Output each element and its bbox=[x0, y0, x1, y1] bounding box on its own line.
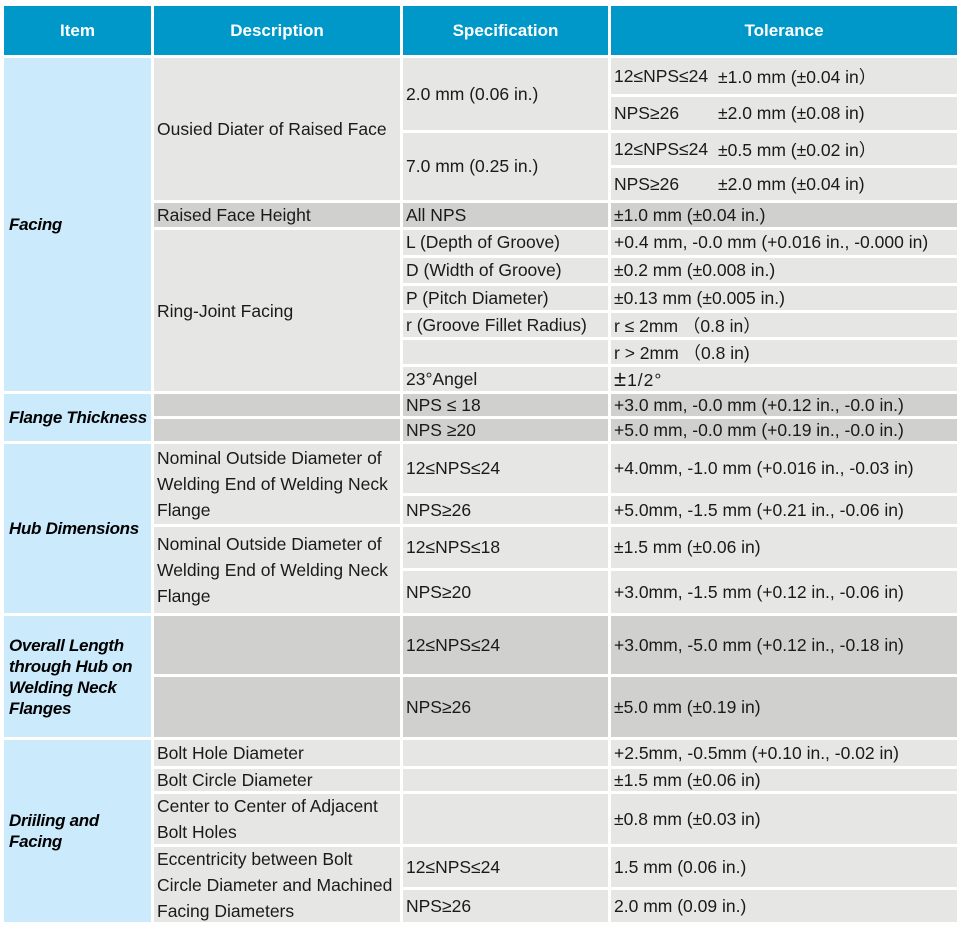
description-cell: Bolt Circle Diameter bbox=[154, 769, 400, 791]
tolerance-cell: +3.0mm, -1.5 mm (+0.12 in., -0.06 in) bbox=[611, 571, 957, 613]
item-cell-overall-length: Overall Length through Hub on Welding Ne… bbox=[4, 616, 151, 737]
tolerance-cell: +5.0mm, -1.5 mm (+0.21 in., -0.06 in) bbox=[611, 496, 957, 524]
item-cell-facing: Facing bbox=[4, 58, 151, 391]
description-cell: Nominal Outside Diameter of Welding End … bbox=[154, 444, 400, 524]
description-cell bbox=[154, 677, 400, 737]
tolerance-value: ±1.0 mm (±0.04 in） bbox=[718, 66, 877, 87]
tolerance-table: Item Description Specification Tolerance… bbox=[4, 6, 957, 922]
specification-cell bbox=[403, 794, 608, 844]
nps-range-label: 12≤NPS≤24 bbox=[614, 65, 709, 86]
specification-cell: D (Width of Groove) bbox=[403, 258, 608, 283]
description-cell: Center to Center of Adjacent Bolt Holes bbox=[154, 794, 400, 844]
specification-cell bbox=[403, 340, 608, 364]
specification-cell: r (Groove Fillet Radius) bbox=[403, 313, 608, 337]
tolerance-cell: 1.5 mm (0.06 in.) bbox=[611, 847, 957, 887]
tolerance-cell: NPS≥26 ±2.0 mm (±0.04 in) bbox=[611, 168, 957, 200]
tolerance-cell: +3.0mm, -5.0 mm (+0.12 in., -0.18 in) bbox=[611, 616, 957, 674]
header-cell-tolerance: Tolerance bbox=[611, 6, 957, 55]
tolerance-cell: 12≤NPS≤24 ±0.5 mm (±0.02 in） bbox=[611, 133, 957, 165]
tolerance-cell: NPS≥26 ±2.0 mm (±0.08 in) bbox=[611, 97, 957, 130]
specification-cell: 12≤NPS≤18 bbox=[403, 527, 608, 568]
header-cell-item: Item bbox=[4, 6, 151, 55]
tolerance-cell: ±1.5 mm (±0.06 in) bbox=[611, 769, 957, 791]
tolerance-cell: ±0.2 mm (±0.008 in.) bbox=[611, 258, 957, 283]
specification-cell: 12≤NPS≤24 bbox=[403, 616, 608, 674]
tolerance-cell: ±5.0 mm (±0.19 in) bbox=[611, 677, 957, 737]
description-cell: Raised Face Height bbox=[154, 203, 400, 227]
nps-range-label: 12≤NPS≤24 bbox=[614, 138, 709, 159]
description-cell: Ring-Joint Facing bbox=[154, 230, 400, 391]
tolerance-cell: +5.0 mm, -0.0 mm (+0.19 in., -0.0 in.) bbox=[611, 419, 957, 441]
header-cell-specification: Specification bbox=[403, 6, 608, 55]
specification-cell: NPS ≥20 bbox=[403, 419, 608, 441]
item-cell-hub-dimensions: Hub Dimensions bbox=[4, 444, 151, 613]
specification-cell: NPS≥20 bbox=[403, 571, 608, 613]
item-cell-flange-thickness: Flange Thickness bbox=[4, 394, 151, 441]
tolerance-cell: 2.0 mm (0.09 in.) bbox=[611, 890, 957, 922]
specification-cell: NPS≥26 bbox=[403, 890, 608, 922]
tolerance-cell: ±0.13 mm (±0.005 in.) bbox=[611, 286, 957, 310]
description-cell bbox=[154, 419, 400, 441]
tolerance-cell: +2.5mm, -0.5mm (+0.10 in., -0.02 in) bbox=[611, 740, 957, 766]
tolerance-value: ±1/2° bbox=[614, 367, 663, 391]
description-cell: Nominal Outside Diameter of Welding End … bbox=[154, 527, 400, 613]
specification-cell: All NPS bbox=[403, 203, 608, 227]
description-cell: Bolt Hole Diameter bbox=[154, 740, 400, 766]
description-cell: Eccentricity between Bolt Circle Diamete… bbox=[154, 847, 400, 922]
specification-cell: 12≤NPS≤24 bbox=[403, 847, 608, 887]
description-cell bbox=[154, 394, 400, 416]
specification-cell: NPS ≤ 18 bbox=[403, 394, 608, 416]
tolerance-value: ±2.0 mm (±0.08 in) bbox=[718, 103, 865, 123]
specification-cell bbox=[403, 769, 608, 791]
specification-cell: 23°Angel bbox=[403, 367, 608, 391]
specification-cell bbox=[403, 740, 608, 766]
specification-cell: 2.0 mm (0.06 in.) bbox=[403, 58, 608, 130]
tolerance-value: ±2.0 mm (±0.04 in) bbox=[718, 173, 865, 194]
nps-range-label: NPS≥26 bbox=[614, 103, 680, 123]
tolerance-cell: r ≤ 2mm （0.8 in） bbox=[611, 313, 957, 337]
item-cell-driiling-and-facing: Driiling and Facing bbox=[4, 740, 151, 922]
tolerance-cell: 12≤NPS≤24 ±1.0 mm (±0.04 in） bbox=[611, 58, 957, 94]
tolerance-cell: ±1.5 mm (±0.06 in) bbox=[611, 527, 957, 568]
tolerance-cell: +0.4 mm, -0.0 mm (+0.016 in., -0.000 in) bbox=[611, 230, 957, 255]
tolerance-cell: ±1.0 mm (±0.04 in.) bbox=[611, 203, 957, 227]
specification-cell: L (Depth of Groove) bbox=[403, 230, 608, 255]
tolerance-cell: r > 2mm （0.8 in) bbox=[611, 340, 957, 364]
tolerance-cell: ±1/2° bbox=[611, 367, 957, 391]
tolerance-value: ±0.5 mm (±0.02 in） bbox=[718, 139, 877, 160]
tolerance-cell: +4.0mm, -1.0 mm (+0.016 in., -0.03 in) bbox=[611, 444, 957, 493]
specification-cell: 7.0 mm (0.25 in.) bbox=[403, 133, 608, 200]
specification-cell: P (Pitch Diameter) bbox=[403, 286, 608, 310]
tolerance-cell: +3.0 mm, -0.0 mm (+0.12 in., -0.0 in.) bbox=[611, 394, 957, 416]
tolerance-cell: ±0.8 mm (±0.03 in) bbox=[611, 794, 957, 844]
specification-cell: NPS≥26 bbox=[403, 496, 608, 524]
specification-cell: 12≤NPS≤24 bbox=[403, 444, 608, 493]
specification-cell: NPS≥26 bbox=[403, 677, 608, 737]
description-cell bbox=[154, 616, 400, 674]
header-cell-description: Description bbox=[154, 6, 400, 55]
description-cell: Ousied Diater of Raised Face bbox=[154, 58, 400, 200]
nps-range-label: NPS≥26 bbox=[614, 173, 680, 194]
